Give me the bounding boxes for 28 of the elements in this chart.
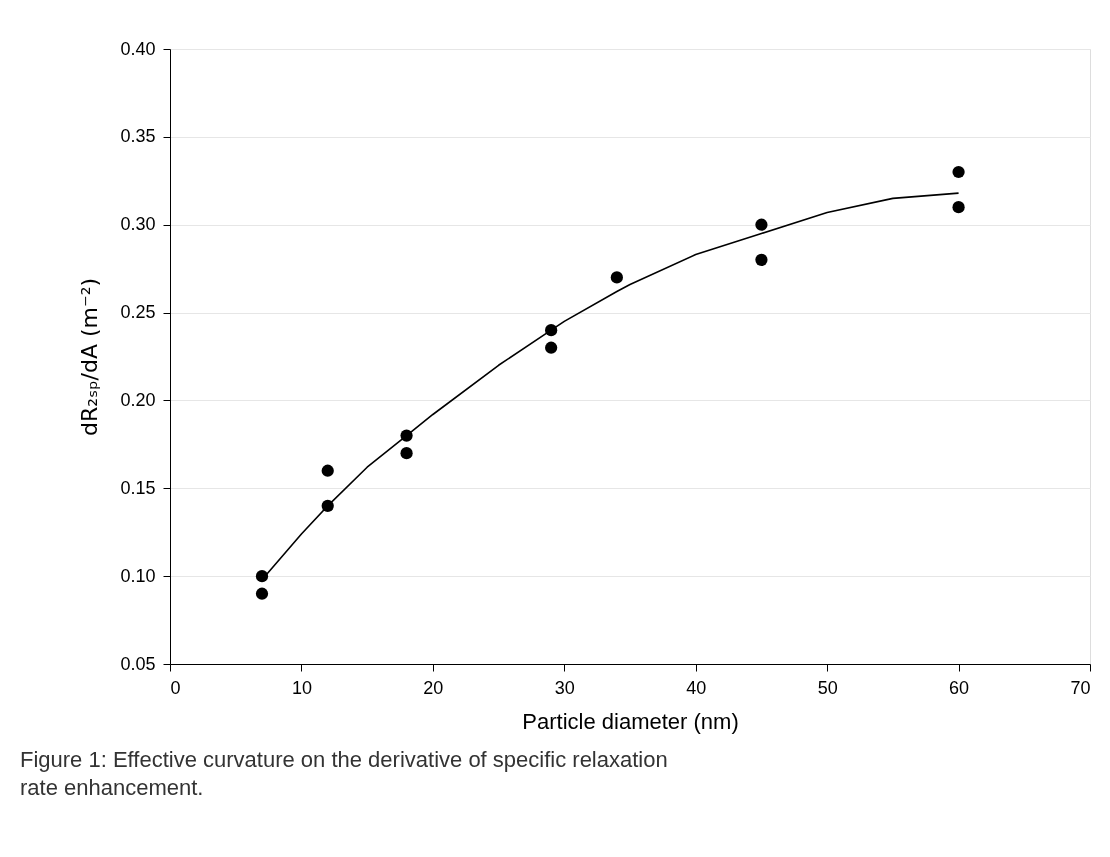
y-tick-label: 0.05 xyxy=(120,653,156,674)
y-tick-label: 0.40 xyxy=(120,38,156,59)
y-tick-label: 0.30 xyxy=(120,214,156,235)
point xyxy=(952,201,965,214)
x-axis-title: Particle diameter (nm) xyxy=(522,708,739,734)
point xyxy=(755,253,768,266)
point xyxy=(321,464,334,477)
x-tick-label: 40 xyxy=(686,677,707,698)
y-tick-label: 0.35 xyxy=(120,126,156,147)
x-tick-label: 30 xyxy=(554,677,575,698)
y-tick-label: 0.25 xyxy=(120,302,156,323)
x-tick-label: 70 xyxy=(1070,677,1091,698)
x-tick-label: 60 xyxy=(949,677,970,698)
caption: Figure 1: Effective curvature on the derivative of specific relaxation rate enhancement. xyxy=(20,747,668,800)
x-tick-label: 50 xyxy=(817,677,838,698)
y-axis-title: dR₂ₛₚ/dA (m⁻²) xyxy=(77,277,103,437)
point xyxy=(610,271,623,284)
y-tick-label: 0.10 xyxy=(120,565,156,586)
x-tick-label: 10 xyxy=(291,677,312,698)
point xyxy=(755,218,768,231)
point xyxy=(952,165,965,179)
point xyxy=(400,447,413,460)
point xyxy=(545,341,558,354)
y-tick-label: 0.15 xyxy=(120,477,156,498)
x-tick-label: 20 xyxy=(423,677,444,698)
x-tick-label: 0 xyxy=(170,677,181,698)
y-tick-label: 0.20 xyxy=(120,389,156,410)
point xyxy=(255,587,269,600)
